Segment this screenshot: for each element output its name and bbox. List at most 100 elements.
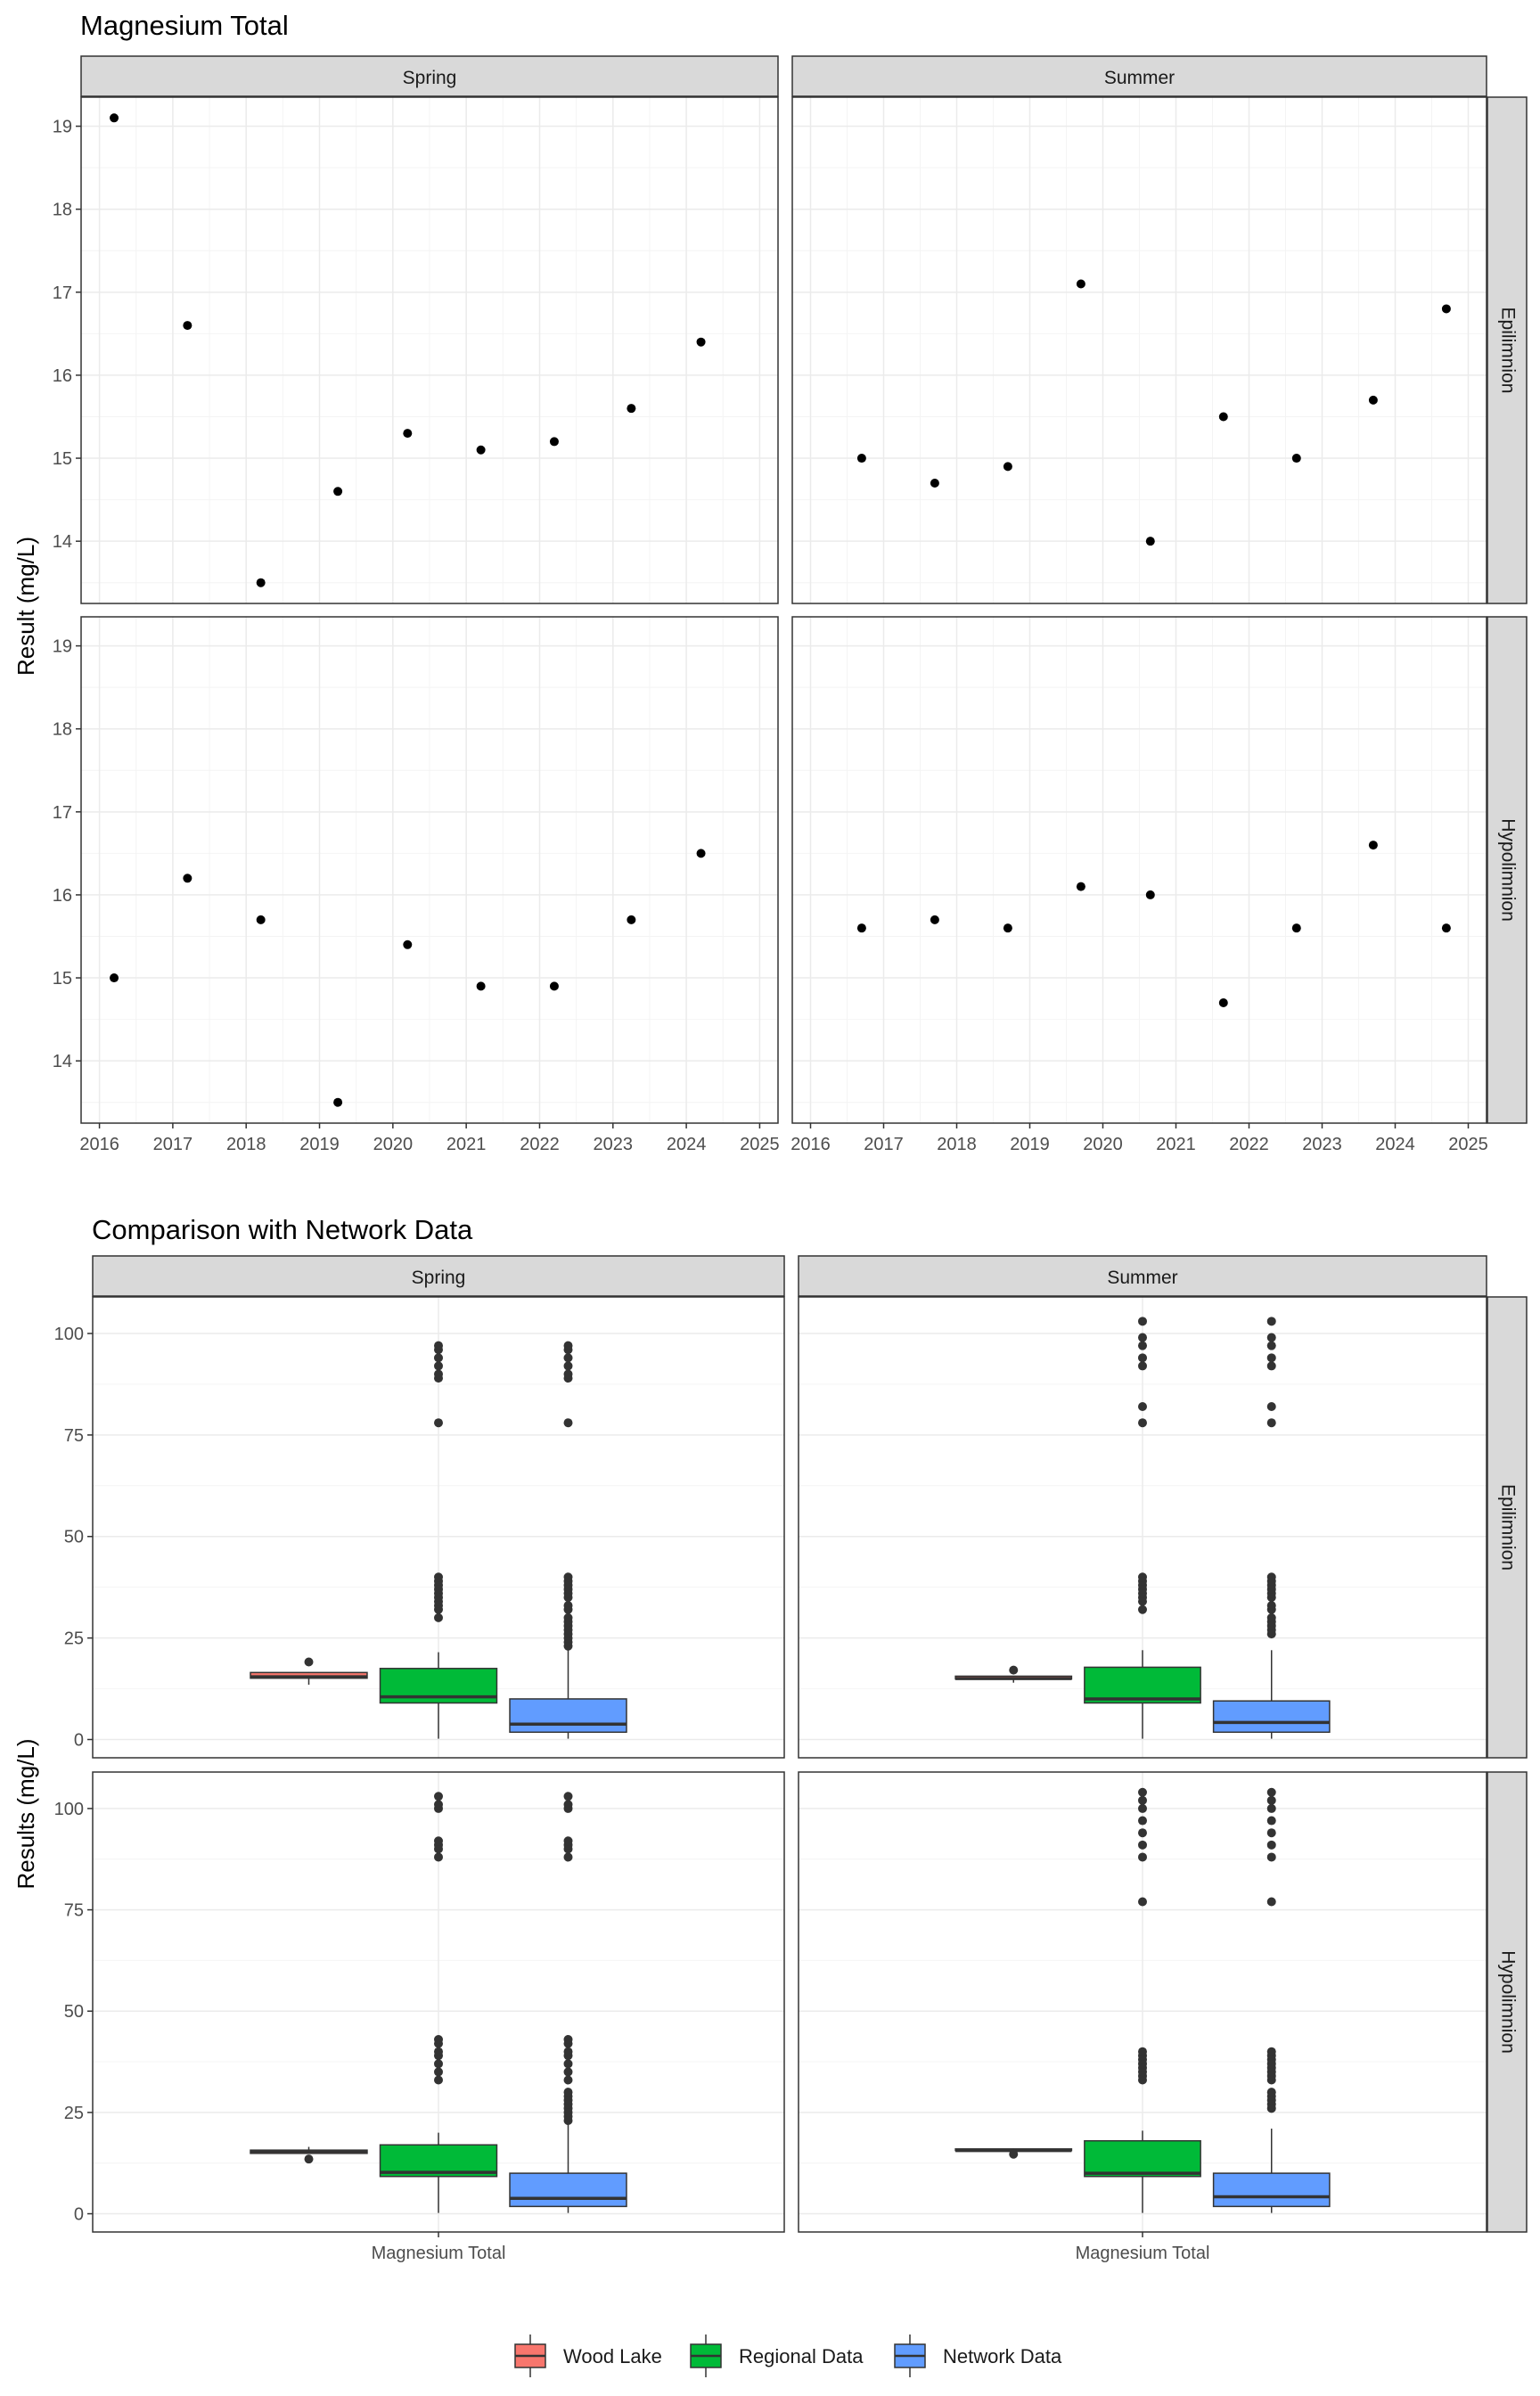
legend: Wood Lake Regional Data Network Data (514, 2334, 1062, 2377)
box-outlier (434, 2035, 443, 2045)
y-tick-label: 19 (53, 118, 72, 137)
x-tick-label: 2020 (373, 1135, 414, 1154)
box-outlier (1266, 2047, 1276, 2056)
box-outlier (563, 1418, 573, 1428)
box-outlier (1138, 1361, 1147, 1371)
box-outlier (304, 2154, 314, 2164)
box-outlier (1138, 2047, 1147, 2056)
x-tick-label: 2023 (594, 1135, 634, 1154)
box-outlier (1138, 1317, 1147, 1326)
box-outlier (1266, 1341, 1276, 1350)
box-outlier (1266, 1897, 1276, 1907)
data-point (1003, 923, 1012, 933)
data-point (549, 437, 559, 447)
data-point (930, 915, 939, 924)
x-tick-label: 2021 (446, 1135, 487, 1154)
box-outlier (1266, 1787, 1276, 1797)
x-tick-label: 2019 (299, 1135, 340, 1154)
facet-strip-epilimnion (1487, 96, 1528, 604)
data-point (183, 321, 192, 331)
box-outlier (1266, 1361, 1276, 1371)
box-iqr (1212, 1700, 1331, 1734)
data-point (1145, 890, 1155, 899)
chart2-box-facets: Spring Summer Epilimnion Hypolimnion 0 25 50 75… (54, 1255, 1528, 2263)
box-outlier (304, 1657, 314, 1667)
x-tick-label: 2025 (740, 1135, 780, 1154)
box-outlier (563, 1612, 573, 1622)
legend-item-wood-lake: Wood Lake (514, 2334, 662, 2377)
box-outlier (563, 1572, 573, 1582)
box-outlier (563, 2059, 573, 2069)
chart2-y-axis-label: Results (mg/L) (12, 1738, 39, 1889)
y-tick-label: 15 (53, 449, 72, 469)
box-outlier (434, 2047, 443, 2056)
box-outlier (563, 2088, 573, 2097)
box-outlier (1138, 1795, 1147, 1805)
facet-strip-label: Epilimnion (1497, 1484, 1518, 1571)
y-tick-label: 25 (64, 1629, 84, 1649)
box-outlier (1266, 1840, 1276, 1850)
y-tick-label: 16 (53, 366, 72, 386)
data-point (1076, 279, 1085, 289)
panel-border (798, 1296, 1487, 1759)
box-outlier (1266, 1612, 1276, 1622)
box-outlier (1138, 1803, 1147, 1813)
box-outlier (1138, 1787, 1147, 1797)
box-outlier (563, 2075, 573, 2085)
y-tick-label: 0 (74, 2205, 84, 2225)
data-point (856, 454, 866, 464)
data-point (930, 478, 939, 488)
box-iqr (509, 1698, 627, 1734)
data-point (1441, 304, 1451, 314)
x-tick-label: 2018 (937, 1135, 977, 1154)
data-point (627, 404, 636, 414)
box-iqr (509, 2172, 627, 2208)
box-outlier (434, 1418, 443, 1428)
data-point (1368, 395, 1378, 405)
box-outlier (434, 2075, 443, 2085)
box-outlier (1138, 1604, 1147, 1614)
data-point (1368, 841, 1378, 850)
y-tick-label: 50 (64, 2002, 84, 2022)
box-outlier (563, 1852, 573, 1862)
box-outlier (1266, 1828, 1276, 1838)
box-outlier (1009, 2149, 1019, 2159)
facet-strip-label: Hypolimnion (1497, 1950, 1518, 2054)
x-tick-label: 2016 (790, 1135, 831, 1154)
data-point (1003, 462, 1012, 472)
x-tick-label: 2017 (864, 1135, 904, 1154)
box-outlier (563, 1369, 573, 1379)
boxplot-wood-lake (954, 1665, 1073, 1683)
x-tick-label: 2018 (226, 1135, 266, 1154)
data-point (333, 487, 343, 496)
box-outlier (434, 1792, 443, 1801)
box-outlier (1138, 1852, 1147, 1862)
data-point (549, 981, 559, 991)
panel-border (80, 96, 779, 604)
data-point (1076, 882, 1085, 891)
box-outlier (1266, 1852, 1276, 1862)
x-tick-label: 2016 (79, 1135, 119, 1154)
facet-strip-hypolimnion (1487, 616, 1528, 1124)
box-outlier (434, 1852, 443, 1862)
boxplot-regional-data (379, 1792, 498, 2213)
y-tick-label: 14 (53, 532, 72, 552)
x-tick-label: Magnesium Total (1076, 2244, 1210, 2263)
boxplot-network-data (1212, 1317, 1331, 1739)
y-tick-label: 25 (64, 2104, 84, 2123)
x-tick-label: 2022 (1229, 1135, 1269, 1154)
data-point (476, 981, 486, 991)
data-point (256, 578, 266, 587)
box-outlier (1266, 1353, 1276, 1363)
box-iqr (1084, 1666, 1201, 1704)
box-outlier (1138, 1353, 1147, 1363)
data-point (1291, 454, 1301, 464)
y-tick-label: 17 (53, 803, 72, 823)
box-outlier (1009, 1665, 1019, 1675)
legend-label: Regional Data (739, 2345, 864, 2367)
chart1-y-axis-label: Result (mg/L) (12, 537, 39, 676)
box-outlier (563, 1601, 573, 1611)
y-tick-label: 0 (74, 1731, 84, 1751)
box-outlier (1138, 1816, 1147, 1826)
facet-strip-spring (80, 55, 779, 97)
